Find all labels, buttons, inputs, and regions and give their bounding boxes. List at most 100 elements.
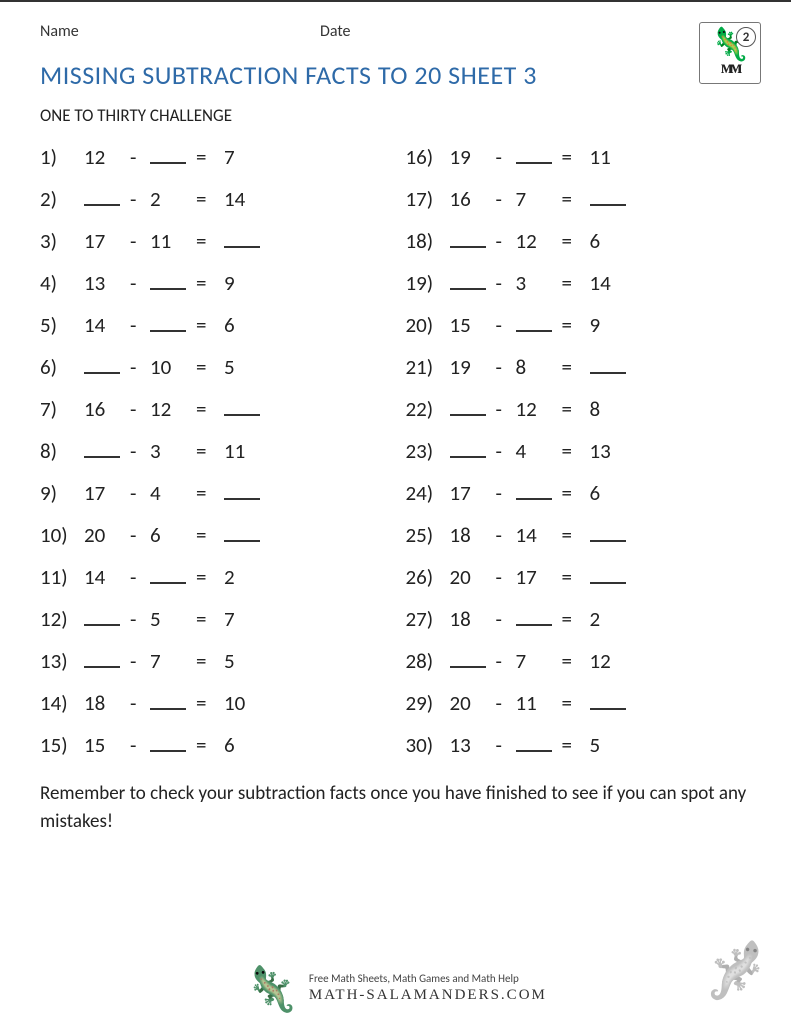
result — [224, 514, 270, 556]
blank-field[interactable] — [84, 194, 120, 206]
blank-field[interactable] — [150, 572, 186, 584]
blank-field[interactable] — [150, 320, 186, 332]
operand-b — [516, 472, 562, 514]
logo-site-name: MATH-SALAMANDERS.COM — [309, 986, 547, 1006]
result — [590, 178, 636, 220]
result: 14 — [590, 262, 636, 304]
operand-a: 17 — [84, 220, 130, 262]
blank-field[interactable] — [450, 446, 486, 458]
minus-sign: - — [130, 514, 150, 556]
equals-sign: = — [196, 724, 224, 766]
blank-field[interactable] — [516, 320, 552, 332]
problem-number: 25) — [406, 514, 450, 556]
blank-field[interactable] — [84, 362, 120, 374]
operand-b: 12 — [516, 388, 562, 430]
operand-a: 19 — [450, 136, 496, 178]
problem-row: 15)15-=6 — [40, 724, 386, 766]
operand-b — [516, 304, 562, 346]
result — [590, 514, 636, 556]
result: 6 — [590, 220, 636, 262]
operand-b: 7 — [516, 178, 562, 220]
blank-field[interactable] — [516, 614, 552, 626]
blank-field[interactable] — [450, 404, 486, 416]
minus-sign: - — [496, 682, 516, 724]
problem-row: 28)-7=12 — [406, 640, 752, 682]
operand-b: 4 — [150, 472, 196, 514]
equals-sign: = — [196, 388, 224, 430]
blank-field[interactable] — [590, 698, 626, 710]
minus-sign: - — [496, 598, 516, 640]
equals-sign: = — [562, 724, 590, 766]
minus-sign: - — [130, 598, 150, 640]
result: 11 — [224, 430, 270, 472]
operand-b: 5 — [150, 598, 196, 640]
operand-b — [516, 598, 562, 640]
equals-sign: = — [562, 346, 590, 388]
problem-number: 14) — [40, 682, 84, 724]
problem-row: 21)19-8= — [406, 346, 752, 388]
blank-field[interactable] — [84, 446, 120, 458]
salamander-logo-icon: 🦎 — [244, 962, 299, 1016]
problem-row: 29)20-11= — [406, 682, 752, 724]
blank-field[interactable] — [224, 236, 260, 248]
blank-field[interactable] — [224, 404, 260, 416]
minus-sign: - — [130, 178, 150, 220]
blank-field[interactable] — [516, 152, 552, 164]
blank-field[interactable] — [84, 656, 120, 668]
result: 11 — [590, 136, 636, 178]
problem-number: 29) — [406, 682, 450, 724]
result: 7 — [224, 136, 270, 178]
problem-row: 13)-7=5 — [40, 640, 386, 682]
operand-a: 16 — [450, 178, 496, 220]
problem-row: 14)18-=10 — [40, 682, 386, 724]
result: 8 — [590, 388, 636, 430]
blank-field[interactable] — [84, 614, 120, 626]
operand-a — [84, 598, 130, 640]
result: 14 — [224, 178, 270, 220]
blank-field[interactable] — [590, 530, 626, 542]
blank-field[interactable] — [450, 236, 486, 248]
blank-field[interactable] — [224, 530, 260, 542]
blank-field[interactable] — [590, 362, 626, 374]
equals-sign: = — [562, 430, 590, 472]
blank-field[interactable] — [150, 698, 186, 710]
minus-sign: - — [496, 304, 516, 346]
blank-field[interactable] — [150, 740, 186, 752]
problem-row: 7)16-12= — [40, 388, 386, 430]
operand-b — [150, 136, 196, 178]
minus-sign: - — [496, 640, 516, 682]
problems-column-right: 16)19-=1117)16-7=18)-12=619)-3=1420)15-=… — [406, 136, 752, 766]
result — [590, 556, 636, 598]
equals-sign: = — [562, 178, 590, 220]
minus-sign: - — [130, 724, 150, 766]
problem-number: 21) — [406, 346, 450, 388]
operand-b: 6 — [150, 514, 196, 556]
equals-sign: = — [562, 220, 590, 262]
result: 9 — [590, 304, 636, 346]
problems-column-left: 1)12-=72)-2=143)17-11=4)13-=95)14-=66)-1… — [40, 136, 386, 766]
equals-sign: = — [196, 556, 224, 598]
minus-sign: - — [496, 136, 516, 178]
blank-field[interactable] — [150, 278, 186, 290]
operand-a: 12 — [84, 136, 130, 178]
blank-field[interactable] — [516, 488, 552, 500]
blank-field[interactable] — [590, 572, 626, 584]
minus-sign: - — [130, 304, 150, 346]
operand-a — [450, 430, 496, 472]
problem-row: 5)14-=6 — [40, 304, 386, 346]
blank-field[interactable] — [450, 656, 486, 668]
equals-sign: = — [562, 304, 590, 346]
problem-row: 12)-5=7 — [40, 598, 386, 640]
blank-field[interactable] — [450, 278, 486, 290]
equals-sign: = — [196, 514, 224, 556]
result: 10 — [224, 682, 270, 724]
minus-sign: - — [496, 472, 516, 514]
operand-a: 19 — [450, 346, 496, 388]
problem-number: 24) — [406, 472, 450, 514]
operand-a — [450, 640, 496, 682]
blank-field[interactable] — [516, 740, 552, 752]
blank-field[interactable] — [590, 194, 626, 206]
blank-field[interactable] — [150, 152, 186, 164]
blank-field[interactable] — [224, 488, 260, 500]
problem-row: 10)20-6= — [40, 514, 386, 556]
